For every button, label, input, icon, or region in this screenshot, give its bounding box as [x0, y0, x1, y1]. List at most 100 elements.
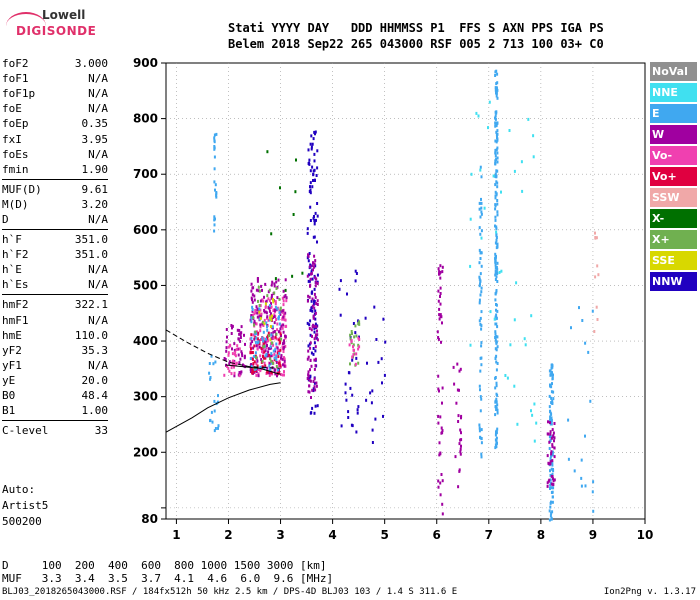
param-name: MUF(D): [2, 182, 42, 196]
echo-point: [314, 132, 316, 136]
echo-point: [312, 216, 315, 220]
y-tick-label: 200: [133, 445, 158, 459]
echo-point: [314, 357, 317, 361]
echo-point: [273, 358, 276, 362]
param-row: yF1 N/A: [2, 358, 108, 373]
echo-point: [262, 324, 265, 327]
echo-point: [250, 296, 253, 300]
echo-point: [268, 362, 271, 366]
echo-point: [251, 308, 254, 311]
echo-point: [550, 401, 553, 405]
echo-point: [494, 215, 497, 219]
echo-point: [551, 443, 554, 447]
echo-point: [438, 270, 441, 274]
echo-point: [209, 376, 212, 379]
echo-point: [229, 343, 232, 347]
echo-point: [254, 351, 257, 355]
echo-point: [309, 188, 312, 192]
echo-point: [355, 430, 358, 434]
echo-point: [275, 354, 278, 358]
echo-point: [307, 259, 310, 263]
echo-point: [494, 224, 496, 228]
echo-point: [495, 69, 498, 73]
echo-point: [550, 450, 553, 454]
echo-point: [262, 330, 265, 334]
echo-point: [253, 323, 255, 327]
echo-point: [214, 183, 217, 187]
echo-point: [313, 306, 316, 310]
param-name: yF1: [2, 358, 22, 372]
echo-point: [312, 268, 314, 272]
echo-point: [453, 382, 456, 386]
echo-point: [348, 371, 351, 375]
echo-point: [294, 190, 297, 194]
echo-point: [495, 322, 498, 326]
echo-point: [551, 472, 554, 476]
param-name: foEp: [2, 117, 29, 131]
echo-point: [225, 349, 228, 353]
echo-point: [494, 172, 497, 176]
echo-point: [548, 405, 551, 409]
echo-point: [480, 251, 482, 255]
echo-point: [383, 373, 386, 377]
echo-point: [495, 174, 498, 178]
echo-point: [496, 345, 499, 349]
echo-point: [284, 318, 287, 322]
legend-item: NNE: [650, 83, 697, 102]
echo-point: [496, 169, 499, 173]
echo-point: [291, 274, 294, 278]
echo-point: [306, 377, 309, 380]
echo-point: [496, 181, 499, 185]
echo-point: [496, 427, 499, 431]
echo-point: [252, 286, 255, 290]
echo-point: [311, 297, 314, 301]
echo-point: [239, 333, 242, 336]
y-tick-label: 300: [133, 390, 158, 404]
echo-point: [209, 377, 212, 381]
echo-point: [279, 373, 282, 376]
echo-point: [551, 463, 554, 467]
echo-point: [479, 168, 482, 172]
echo-point: [213, 215, 216, 219]
echo-point: [309, 341, 312, 345]
echo-point: [478, 426, 481, 430]
echo-point: [596, 318, 599, 321]
echo-point: [494, 273, 497, 277]
echo-point: [375, 338, 378, 341]
echo-point: [354, 324, 357, 328]
echo-point: [255, 330, 258, 334]
echo-point: [549, 462, 552, 466]
echo-point: [311, 185, 314, 189]
echo-point: [255, 344, 258, 348]
echo-point: [595, 236, 598, 240]
echo-point: [316, 338, 319, 342]
echo-point: [495, 308, 497, 312]
echo-point: [548, 447, 551, 450]
echo-point: [309, 379, 312, 383]
echo-point: [309, 308, 312, 312]
echo-point: [270, 359, 273, 363]
echo-point: [382, 414, 384, 418]
echo-point: [255, 332, 258, 336]
echo-point: [273, 321, 276, 325]
echo-point: [235, 362, 238, 366]
software-version: Ion2Png v. 1.3.17: [603, 587, 696, 597]
echo-point: [258, 315, 261, 319]
echo-point: [549, 473, 552, 477]
echo-point: [251, 357, 254, 361]
echo-point: [314, 345, 317, 349]
station-header: Stati YYYY DAY DDD HHMMSS P1 FFS S AXN P…: [228, 20, 604, 52]
echo-point: [523, 337, 526, 341]
param-value: 1.00: [81, 404, 109, 418]
echo-point: [552, 479, 555, 483]
echo-point: [496, 129, 499, 133]
echo-point: [217, 426, 219, 430]
param-name: M(D): [2, 197, 29, 211]
echo-point: [551, 490, 554, 494]
echo-point: [496, 121, 499, 125]
echo-point: [458, 469, 461, 473]
echo-point: [259, 304, 262, 308]
echo-point: [264, 356, 267, 360]
echo-point: [213, 155, 216, 159]
echo-point: [495, 275, 498, 279]
